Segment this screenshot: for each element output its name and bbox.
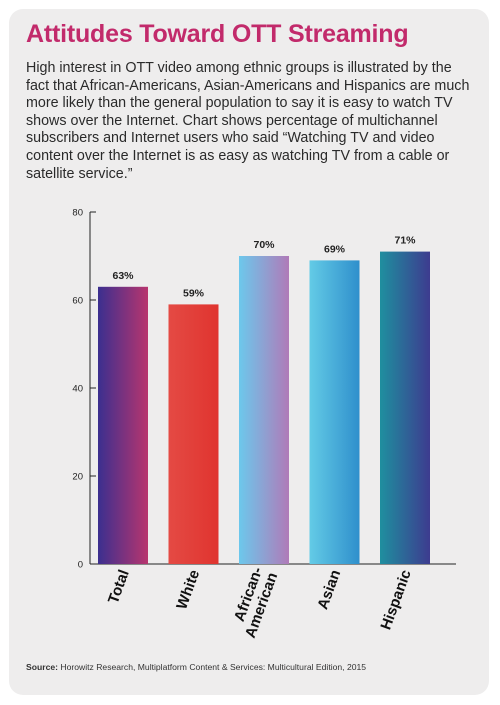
data-label: 71% xyxy=(394,235,416,247)
x-tick-label: White xyxy=(173,568,203,612)
data-label: 69% xyxy=(324,243,346,255)
x-tick-label: African-American xyxy=(227,565,281,641)
y-tick-label: 40 xyxy=(72,384,83,395)
x-tick-label: Hispanic xyxy=(377,568,414,633)
chart-description: High interest in OTT video among ethnic … xyxy=(26,60,470,182)
y-tick-label: 0 xyxy=(78,560,83,571)
y-tick-label: 80 xyxy=(72,208,83,219)
source-text: Horowitz Research, Multiplatform Content… xyxy=(60,662,367,672)
data-label: 63% xyxy=(112,270,134,282)
source-note: Source: Horowitz Research, Multiplatform… xyxy=(26,661,466,673)
data-label: 59% xyxy=(183,287,205,299)
x-tick-label-line: Total xyxy=(105,568,133,606)
x-tick-label: Total xyxy=(105,568,133,606)
x-tick-label: Asian xyxy=(314,568,344,612)
source-label: Source: xyxy=(26,662,58,672)
bar-white xyxy=(168,304,219,564)
bar-asian xyxy=(309,260,360,564)
x-tick-label-line: White xyxy=(173,568,203,612)
x-tick-label-line: Asian xyxy=(314,568,344,612)
bar-african-american xyxy=(239,256,289,564)
y-tick-label: 20 xyxy=(72,472,83,483)
chart-title: Attitudes Toward OTT Streaming xyxy=(26,20,409,48)
x-tick-label-line: Hispanic xyxy=(377,568,414,633)
data-label: 70% xyxy=(253,239,275,251)
bar-hispanic xyxy=(380,251,430,564)
bar-total xyxy=(98,286,148,564)
y-tick-label: 60 xyxy=(72,296,83,307)
